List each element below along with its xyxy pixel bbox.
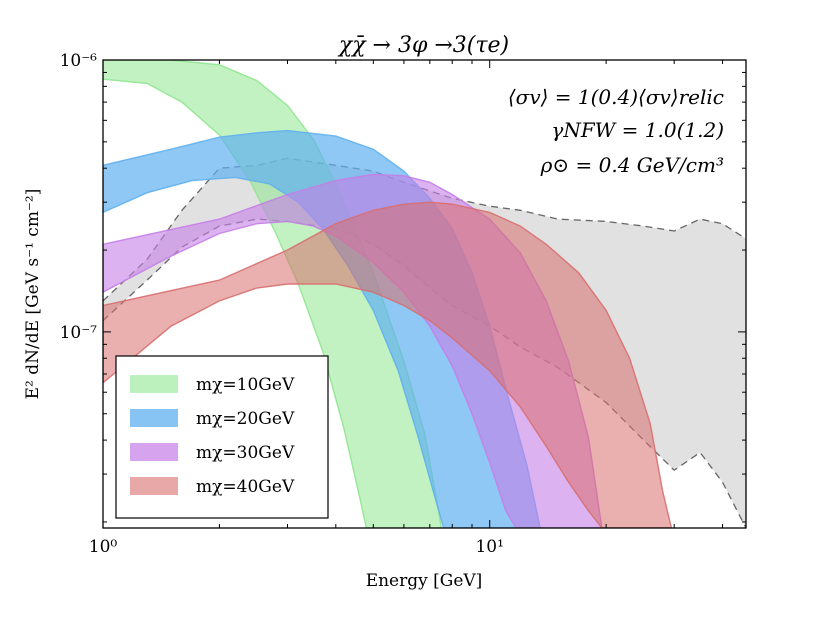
annotation-cross-section: ⟨σv⟩ = 1(0.4)⟨σv⟩relic xyxy=(508,85,724,109)
axes: 10⁰ 10¹ 10⁻⁶ 10⁻⁷ xyxy=(60,51,747,557)
annotation-gamma-nfw: γNFW = 1.0(1.2) xyxy=(551,118,724,142)
legend: mχ=10GeV mχ=20GeV mχ=30GeV mχ=40GeV xyxy=(115,355,329,519)
x-tick-label: 10¹ xyxy=(475,537,503,557)
legend-label-30gev: mχ=30GeV xyxy=(196,443,295,463)
x-axis-label: Energy [GeV] xyxy=(366,571,483,591)
y-axis-label: E² dN/dE [GeV s⁻¹ cm⁻²] xyxy=(23,189,43,400)
legend-swatch-10gev xyxy=(130,375,178,393)
chart-title: χχ̄ → 3φ →3(τe) xyxy=(337,33,509,58)
y-tick-label: 10⁻⁶ xyxy=(60,51,98,71)
legend-swatch-30gev xyxy=(130,443,178,461)
legend-swatch-20gev xyxy=(130,409,178,427)
legend-label-20gev: mχ=20GeV xyxy=(196,409,295,429)
band-40gev xyxy=(103,201,673,528)
plot-frame xyxy=(102,59,747,529)
legend-swatch-40gev xyxy=(130,477,178,495)
band-10gev xyxy=(103,60,443,528)
plot-area xyxy=(103,60,746,528)
legend-label-10gev: mχ=10GeV xyxy=(196,375,295,395)
x-tick-label: 10⁰ xyxy=(89,537,118,557)
background-band xyxy=(103,158,746,528)
legend-label-40gev: mχ=40GeV xyxy=(196,477,295,497)
annotation-local-density: ρ⊙ = 0.4 GeV/cm³ xyxy=(540,153,724,177)
y-tick-label: 10⁻⁷ xyxy=(60,323,98,343)
